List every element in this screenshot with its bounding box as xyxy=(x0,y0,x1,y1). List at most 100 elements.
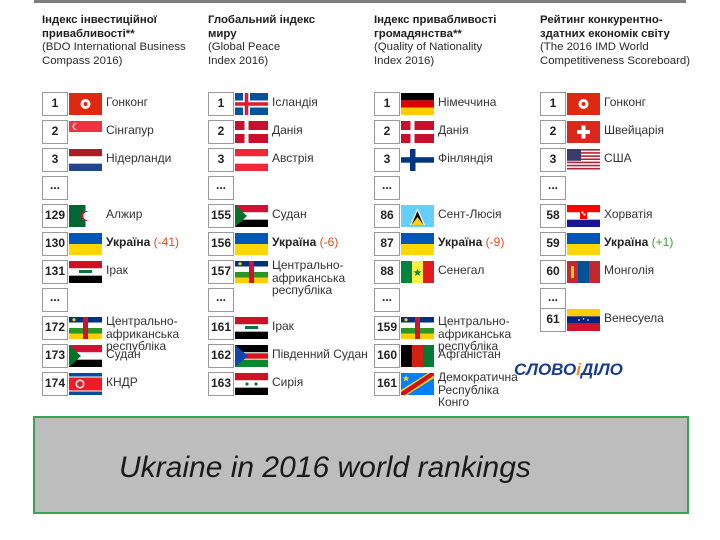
ranking-row: 1 Німеччина xyxy=(374,92,534,116)
cf-flag-icon xyxy=(235,261,268,283)
ellipsis-box: ... xyxy=(208,176,234,200)
ranking-row: 1 Ісландія xyxy=(208,92,368,116)
ranking-row: 162 Південний Судан xyxy=(208,344,368,368)
rank-box: 130 xyxy=(42,232,68,256)
country-name: Афганістан xyxy=(438,348,501,361)
country-label: Україна xyxy=(604,235,649,249)
ranking-row: 163 Сирія xyxy=(208,372,368,396)
country-label: Алжир xyxy=(106,207,143,221)
rank-box: 59 xyxy=(540,232,566,256)
country-label: Сент-Люсія xyxy=(438,207,502,221)
rank-box: 1 xyxy=(540,92,566,116)
rank-box: 155 xyxy=(208,204,234,228)
ua-flag-icon xyxy=(235,233,268,255)
rank-box: 173 xyxy=(42,344,68,368)
ranking-row: 173 Судан xyxy=(42,344,202,368)
country-label: Центрально-африканська республіка xyxy=(438,314,512,353)
sn-flag-icon xyxy=(401,261,434,283)
slovo-i-dilo-logo: СЛОВОіДІЛО xyxy=(514,360,623,379)
top-divider xyxy=(34,0,686,3)
rank-box: 163 xyxy=(208,372,234,396)
country-label: Швейцарія xyxy=(604,123,664,137)
sd-flag-icon xyxy=(69,345,102,367)
ranking-row: 157 Центрально-африканська республіка xyxy=(208,259,368,296)
column-source-line: (The 2016 IMD World xyxy=(540,41,649,53)
ellipsis-box: ... xyxy=(42,176,68,200)
ranking-row: 58 Хорватія xyxy=(540,204,700,228)
rank-box: 1 xyxy=(374,92,400,116)
country-name: Данія xyxy=(438,124,469,137)
ranking-row: 1 Гонконг xyxy=(42,92,202,116)
country-label: Гонконг xyxy=(604,95,647,109)
country-name: Сенегал xyxy=(438,264,484,277)
country-name: Алжир xyxy=(106,208,142,221)
ss-flag-icon xyxy=(235,345,268,367)
ranking-row: 2 Данія xyxy=(374,120,534,144)
country-name: КНДР xyxy=(106,376,138,389)
rank-change: (-41) xyxy=(153,235,180,249)
ranking-row: 130 Україна (-41) xyxy=(42,232,202,256)
rank-change: (-6) xyxy=(319,235,339,249)
country-label: Німеччина xyxy=(438,95,497,109)
ranking-row: 3 США xyxy=(540,148,700,172)
rank-box: 2 xyxy=(540,120,566,144)
country-label: Сенегал xyxy=(438,263,485,277)
column-source-line: (Quality of Nationality xyxy=(374,41,483,53)
country-label: Україна xyxy=(438,235,483,249)
sg-flag-icon xyxy=(69,121,102,143)
ranking-row: 155 Судан xyxy=(208,204,368,228)
ua-flag-icon xyxy=(69,233,102,255)
rank-box: 172 xyxy=(42,316,68,340)
country-label: Центрально-африканська республіка xyxy=(106,314,180,353)
country-name: Південний Судан xyxy=(272,348,368,361)
ellipsis-box: ... xyxy=(208,288,234,312)
ranking-row: 2 Швейцарія xyxy=(540,120,700,144)
ranking-column-4: Рейтинг конкурентно-здатних економік сві… xyxy=(534,8,694,408)
country-label: Гонконг xyxy=(106,95,149,109)
rank-box: 3 xyxy=(374,148,400,172)
mn-flag-icon xyxy=(567,261,600,283)
rankings-infographic: Індекс інвестиційної привабливості** (BDO … xyxy=(36,8,690,408)
ranking-row: 60 Монголія xyxy=(540,260,700,284)
rank-box: 174 xyxy=(42,372,68,396)
ranking-row: 86 Сент-Люсія xyxy=(374,204,534,228)
country-label: Данія xyxy=(438,123,469,137)
column-heading: Індекс привабливості громадянства** (Quali… xyxy=(374,14,530,68)
country-name: Ірак xyxy=(272,320,294,333)
country-label: Венесуела xyxy=(604,311,664,325)
country-label: Афганістан xyxy=(438,347,501,361)
column-source-line: Index 2016) xyxy=(208,54,269,67)
rank-box: 88 xyxy=(374,260,400,284)
country-label: Сінгапур xyxy=(106,123,154,137)
column-title-line: здатних економік світу xyxy=(540,27,670,40)
rank-box: 3 xyxy=(208,148,234,172)
country-name: Швейцарія xyxy=(604,124,664,137)
rank-box: 2 xyxy=(374,120,400,144)
ranking-row: 129 Алжир xyxy=(42,204,202,228)
fi-flag-icon xyxy=(401,149,434,171)
sd-flag-icon xyxy=(235,205,268,227)
iq-flag-icon xyxy=(69,261,102,283)
country-label: Фінляндія xyxy=(438,151,493,165)
country-label: Ісландія xyxy=(272,95,318,109)
sy-flag-icon xyxy=(235,373,268,395)
cd-flag-icon xyxy=(401,373,434,395)
rank-change: (+1) xyxy=(651,235,674,249)
ranking-row: ... xyxy=(374,176,534,200)
ranking-row: 159 Центрально-африканська республіка xyxy=(374,315,534,352)
country-label: Демократична Республіка Конго xyxy=(438,370,518,409)
de-flag-icon xyxy=(401,93,434,115)
ch-flag-icon xyxy=(567,121,600,143)
country-label: Україна xyxy=(272,235,317,249)
ranking-column-3: Індекс привабливості громадянства** (Quali… xyxy=(368,8,528,408)
dz-flag-icon xyxy=(69,205,102,227)
ranking-row: 131 Ірак xyxy=(42,260,202,284)
rank-box: 87 xyxy=(374,232,400,256)
iq-flag-icon xyxy=(235,317,268,339)
ranking-row: 172 Центрально-африканська республіка xyxy=(42,315,202,352)
country-name: США xyxy=(604,152,632,165)
rank-box: 2 xyxy=(42,120,68,144)
dk-flag-icon xyxy=(235,121,268,143)
cf-flag-icon xyxy=(401,317,434,339)
column-heading: Рейтинг конкурентно-здатних економік сві… xyxy=(540,14,696,68)
